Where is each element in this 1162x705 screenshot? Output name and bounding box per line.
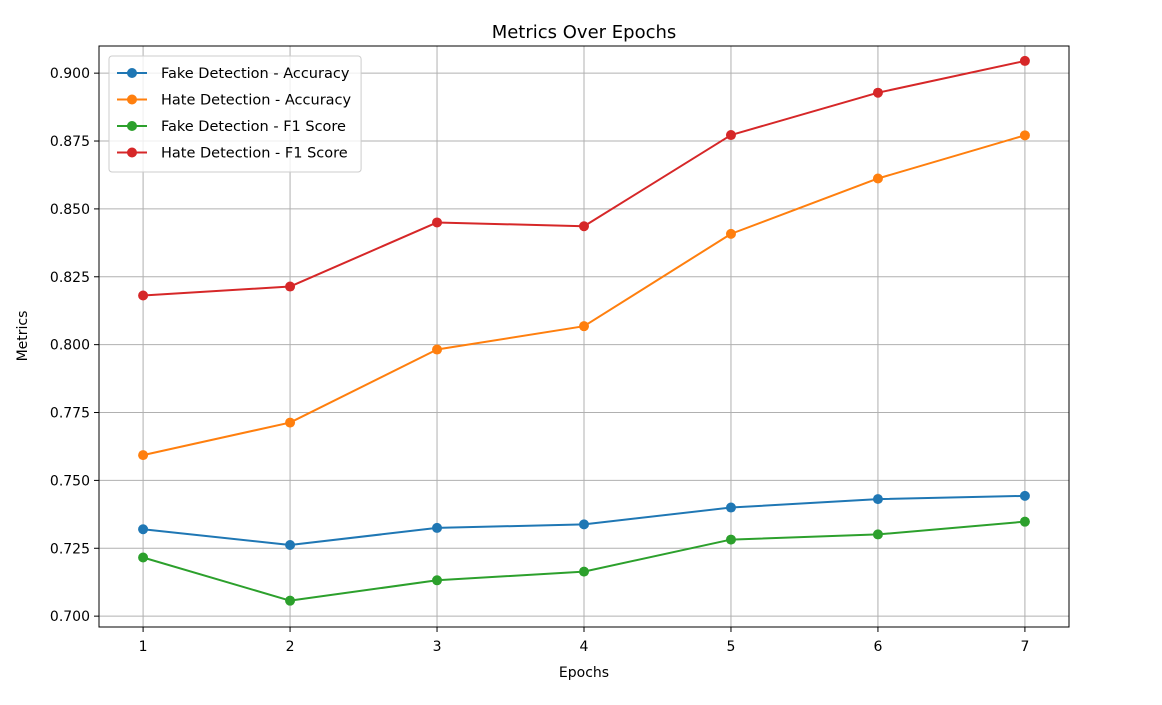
data-point [725, 534, 736, 545]
data-point [432, 217, 443, 228]
data-point [432, 344, 443, 355]
chart-title: Metrics Over Epochs [492, 22, 677, 43]
legend-label: Fake Detection - Accuracy [161, 66, 350, 82]
y-tick-label: 0.850 [50, 202, 90, 218]
data-point [138, 290, 149, 301]
series-group [138, 130, 1030, 461]
legend-box [108, 55, 362, 173]
y-tick-label: 0.800 [50, 338, 90, 354]
x-tick-label: 5 [727, 639, 736, 655]
data-point [579, 221, 589, 232]
data-point [138, 552, 149, 563]
legend-marker [127, 94, 137, 105]
series-layer [138, 55, 1030, 606]
data-point [579, 321, 589, 332]
data-point [1019, 490, 1030, 501]
data-point [725, 228, 736, 239]
data-point [285, 540, 296, 551]
y-tick-label: 0.700 [50, 609, 90, 625]
data-point [138, 450, 149, 461]
y-axis-label: Metrics [15, 311, 31, 362]
data-point [1019, 516, 1030, 527]
x-tick-label: 6 [873, 639, 882, 655]
legend-item: Fake Detection - F1 Score [117, 119, 346, 135]
y-tick-label: 0.725 [50, 541, 90, 557]
axis-ticks: 1 2 3 4 5 6 7 0.700 0.725 0.750 0.775 0.800 0.825 0.8… [50, 66, 1029, 655]
legend: Fake Detection - Accuracy Hate Detection … [108, 55, 362, 173]
data-point [285, 417, 296, 428]
legend-marker [127, 147, 137, 158]
legend-marker [127, 68, 137, 78]
series-group [138, 55, 1030, 301]
legend-item: Hate Detection - F1 Score [117, 146, 348, 162]
x-tick-label: 3 [433, 639, 442, 655]
x-tick-label: 1 [139, 639, 148, 655]
data-point [432, 522, 443, 533]
legend-label: Hate Detection - F1 Score [161, 146, 348, 162]
y-tick-label: 0.875 [50, 134, 90, 150]
x-tick-label: 2 [286, 639, 295, 655]
y-tick-label: 0.900 [50, 66, 90, 82]
legend-item: Hate Detection - Accuracy [117, 93, 352, 109]
legend-marker [127, 121, 137, 131]
x-axis-label: Epochs [559, 665, 609, 681]
series-group [138, 516, 1030, 606]
data-point [1019, 55, 1030, 66]
data-point [579, 566, 589, 577]
legend-label: Hate Detection - Accuracy [161, 93, 352, 109]
data-point [285, 281, 296, 292]
y-tick-label: 0.825 [50, 270, 90, 286]
y-tick-label: 0.750 [50, 473, 90, 489]
data-point [285, 595, 296, 606]
data-point [432, 575, 443, 586]
x-tick-label: 4 [580, 639, 589, 655]
data-point [138, 524, 149, 535]
data-point [872, 173, 883, 184]
data-point [579, 519, 589, 530]
legend-label: Fake Detection - F1 Score [161, 119, 346, 135]
data-point [725, 130, 736, 141]
data-point [725, 502, 736, 513]
data-point [872, 87, 883, 98]
series-group [138, 490, 1030, 551]
data-point [872, 529, 883, 540]
data-point [1019, 130, 1030, 141]
x-tick-label: 7 [1020, 639, 1029, 655]
legend-item: Fake Detection - Accuracy [117, 66, 350, 82]
y-tick-label: 0.775 [50, 406, 90, 422]
data-point [872, 494, 883, 505]
grid [99, 46, 1069, 627]
